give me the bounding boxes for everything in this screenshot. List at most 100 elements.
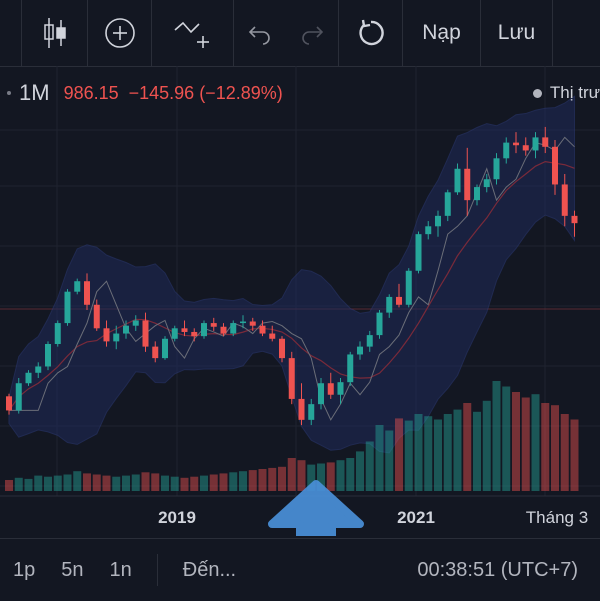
lagging-line: [9, 136, 575, 421]
volume-bar: [443, 414, 452, 491]
price-change: −145.96 (−12.89%): [128, 82, 283, 103]
candle-body: [552, 146, 558, 185]
candle-body: [35, 366, 42, 373]
candle-body: [357, 346, 363, 355]
candle-body: [425, 226, 432, 235]
redo-icon[interactable]: [286, 0, 338, 66]
volume-bar: [24, 478, 33, 491]
volume-bar: [521, 397, 530, 491]
candle-body: [444, 192, 451, 216]
candle-body: [279, 338, 285, 359]
volume-bars: [5, 381, 579, 491]
volume-bar: [180, 477, 189, 491]
volume-bar: [502, 386, 511, 491]
volume-bar: [434, 419, 442, 491]
candle-body: [64, 291, 71, 324]
x-tick-label: Tháng 3: [526, 508, 588, 527]
volume-bar: [190, 476, 199, 491]
candle-body: [15, 383, 22, 411]
volume-bar: [414, 414, 423, 491]
timeframe-5n[interactable]: 5n: [61, 558, 84, 581]
candlestick-icon[interactable]: [22, 0, 88, 66]
volume-bar: [317, 463, 325, 491]
save-button[interactable]: Lưu: [481, 0, 553, 66]
volume-bar: [83, 473, 91, 491]
candle-body: [181, 328, 188, 332]
legend-dot: [7, 91, 11, 95]
x-tick-label: 2019: [158, 508, 196, 527]
up-arrow-annotation: [268, 480, 364, 536]
volume-bar: [531, 394, 540, 491]
timeframe-label[interactable]: 1M: [19, 80, 50, 105]
volume-bar: [63, 474, 72, 491]
drawing-tool-icon[interactable]: [152, 0, 234, 66]
candle-body: [84, 281, 90, 305]
candle-body: [132, 320, 139, 326]
divider: [156, 554, 158, 586]
candle-body: [376, 312, 383, 336]
clock-label: 00:38:51 (UTC+7): [417, 558, 578, 581]
save-label: Lưu: [497, 21, 536, 44]
candle-body: [308, 404, 315, 420]
volume-bar: [287, 458, 296, 491]
last-price: 986.15: [63, 82, 119, 103]
candle-body: [513, 142, 519, 146]
volume-bar: [560, 414, 569, 491]
volume-bar: [5, 480, 13, 491]
candle-body: [318, 383, 324, 405]
candle-body: [259, 325, 266, 334]
candle-body: [405, 270, 412, 305]
candle-body: [25, 372, 32, 384]
volume-bar: [53, 475, 62, 491]
volume-bar: [385, 430, 394, 491]
goto-date-button[interactable]: Đến...: [182, 558, 237, 581]
volume-bar: [239, 471, 247, 491]
volume-bar: [570, 419, 579, 491]
price-chart[interactable]: 2019 2021 Tháng 3: [0, 66, 600, 536]
volume-bar: [278, 466, 286, 491]
bottom-bar: 1p 5n 1n Đến... 00:38:51 (UTC+7): [0, 538, 600, 601]
timeframe-1p[interactable]: 1p: [13, 558, 36, 581]
market-status-label: Thị trư: [549, 83, 600, 102]
candle-body: [93, 304, 100, 329]
volume-bar: [463, 403, 472, 491]
volume-bar: [170, 476, 179, 491]
candle-body: [113, 333, 120, 342]
symbol-legend: 1M 986.15 −145.96 (−12.89%) Thị trư: [0, 76, 600, 110]
candle-body: [464, 168, 471, 201]
candle-body: [103, 328, 110, 342]
reset-icon[interactable]: [339, 0, 403, 66]
candle-body: [474, 187, 480, 201]
deposit-button[interactable]: Nạp: [403, 0, 481, 66]
candle-body: [503, 142, 510, 159]
undo-icon[interactable]: [234, 0, 286, 66]
candle-body: [191, 331, 198, 337]
candle-body: [123, 325, 129, 334]
volume-bar: [258, 469, 267, 491]
timeframe-1n[interactable]: 1n: [109, 558, 132, 581]
volume-bar: [209, 474, 218, 491]
bollinger-band: [8, 95, 575, 454]
volume-bar: [453, 409, 462, 491]
volume-bar: [92, 474, 101, 491]
candle-body: [396, 296, 402, 305]
volume-bar: [404, 420, 413, 491]
candle-body: [532, 137, 539, 151]
candle-body: [6, 396, 12, 411]
candle-body: [269, 333, 276, 339]
candle-body: [45, 344, 51, 367]
volume-bar: [44, 476, 52, 491]
candle-body: [542, 137, 549, 147]
volume-bar: [356, 451, 364, 491]
volume-bar: [512, 392, 520, 491]
candle-body: [386, 296, 393, 313]
deposit-label: Nạp: [422, 21, 461, 44]
volume-bar: [34, 475, 43, 491]
volume-bar: [248, 470, 257, 491]
candle-body: [561, 184, 568, 216]
candle-body: [240, 321, 246, 324]
volume-bar: [14, 477, 23, 491]
add-indicator-icon[interactable]: [88, 0, 152, 66]
candle-body: [337, 382, 344, 395]
candle-body: [201, 323, 207, 337]
